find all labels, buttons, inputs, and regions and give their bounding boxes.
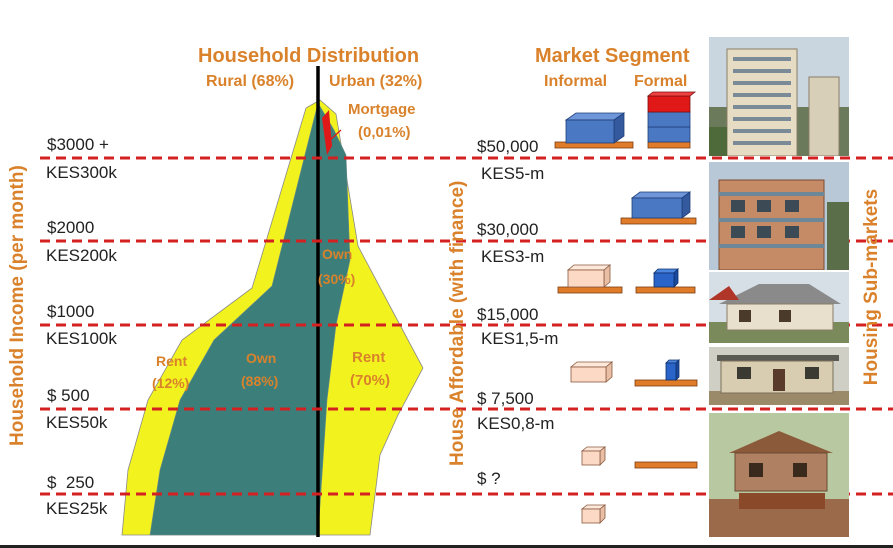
housing-submarkets-axis-label: Housing Sub-markets xyxy=(861,188,882,386)
block-informal-5 xyxy=(581,450,601,466)
house-kes-4: KES0,8-m xyxy=(477,414,555,433)
household-income-axis-label: Household Income (per month) xyxy=(7,165,28,446)
photo-highrise xyxy=(709,37,849,156)
own-rural-label: Own xyxy=(246,350,277,366)
rural-label: Rural (68%) xyxy=(206,73,295,90)
rent-rural-pct: (12%) xyxy=(152,375,190,391)
income-kes-3: KES100k xyxy=(46,329,117,348)
block-formal-1c xyxy=(647,126,691,143)
teal-own-area xyxy=(149,102,351,536)
own-urban-pct: (30%) xyxy=(318,271,356,287)
income-kes-1: KES300k xyxy=(46,163,117,182)
house-kes-1: KES5-m xyxy=(481,164,545,183)
photo-single-storey xyxy=(709,347,849,405)
bottom-rule xyxy=(0,545,893,548)
income-usd-3: $1000 xyxy=(47,302,95,321)
informal-label: Informal xyxy=(544,73,608,90)
own-urban-label: Own xyxy=(322,246,353,262)
urban-label: Urban (32%) xyxy=(329,73,423,90)
income-usd-1: $3000 + xyxy=(47,135,109,154)
income-kes-4: KES50k xyxy=(46,413,108,432)
block-formal-2 xyxy=(631,197,683,219)
house-usd-3: $15,000 xyxy=(477,305,539,324)
block-formal-1b xyxy=(647,111,691,128)
block-informal-4 xyxy=(570,366,607,383)
photo-bungalow xyxy=(709,272,849,343)
block-informal-6 xyxy=(581,508,601,524)
base-slab-formal-5 xyxy=(634,461,698,469)
house-usd-1: $50,000 xyxy=(477,137,539,156)
house-affordable-axis-label: House Affordable (with finance) xyxy=(447,180,468,466)
block-formal-4 xyxy=(665,362,677,381)
income-usd-4: $ 500 xyxy=(47,386,90,405)
base-slab-formal-1 xyxy=(647,141,691,149)
base-slab-formal-2 xyxy=(620,217,697,225)
house-usd-4: $ 7,500 xyxy=(477,389,534,408)
house-usd-5: $ ? xyxy=(477,469,501,488)
block-formal-2-top xyxy=(630,191,692,199)
mortgage-pct: (0,01%) xyxy=(358,124,411,141)
rent-urban-pct: (70%) xyxy=(350,372,391,389)
mortgage-pointer xyxy=(329,129,342,141)
own-rural-pct: (88%) xyxy=(241,373,279,389)
rent-urban-label: Rent xyxy=(352,349,386,366)
mortgage-sliver xyxy=(322,110,332,155)
block-informal-1 xyxy=(565,119,615,144)
photo-informal-house xyxy=(709,413,849,537)
block-formal-3 xyxy=(653,272,675,288)
block-informal-3 xyxy=(567,269,605,288)
base-slab-formal-4 xyxy=(634,379,698,387)
photo-apartment xyxy=(709,162,849,270)
block-informal-4-top xyxy=(569,361,614,368)
block-formal-1a-red xyxy=(647,95,691,113)
rent-rural-label: Rent xyxy=(156,353,188,369)
block-informal-3-top xyxy=(566,264,612,271)
base-slab-informal-3 xyxy=(557,286,623,294)
income-usd-2: $2000 xyxy=(47,218,95,237)
house-kes-3: KES1,5-m xyxy=(481,329,559,348)
income-kes-5: KES25k xyxy=(46,499,108,518)
mortgage-label: Mortgage xyxy=(348,101,416,118)
formal-label: Formal xyxy=(634,73,688,90)
market-segment-title: Market Segment xyxy=(535,45,690,67)
income-kes-2: KES200k xyxy=(46,246,117,265)
house-usd-2: $30,000 xyxy=(477,220,539,239)
block-formal-1-top xyxy=(646,91,697,97)
base-slab-formal-3 xyxy=(635,286,696,294)
house-kes-2: KES3-m xyxy=(481,247,545,266)
block-formal-4-side xyxy=(675,359,680,381)
income-usd-5: $ 250 xyxy=(47,473,95,492)
distribution-title: Household Distribution xyxy=(198,45,420,67)
